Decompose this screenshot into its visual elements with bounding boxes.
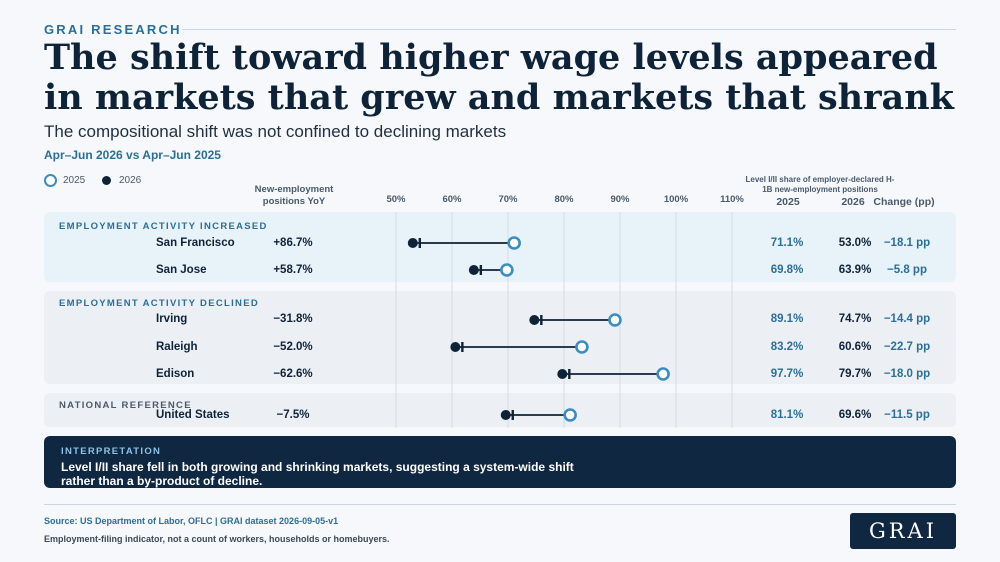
legend-2026-label: 2026 (119, 174, 142, 186)
row-value-2026: 74.7% (838, 313, 872, 325)
interpretation-text: Level I/II share fell in both growing an… (61, 460, 574, 488)
row-change: −18.0 pp (883, 368, 931, 380)
row-city: Irving (156, 313, 188, 325)
section-label-increased: EMPLOYMENT ACTIVITY INCREASED (59, 221, 268, 232)
row-value-2025: 89.1% (770, 313, 804, 325)
row-yoy: +86.7% (273, 237, 313, 249)
row-yoy: −31.8% (273, 313, 313, 325)
source-note: Source: US Department of Labor, OFLC | G… (44, 516, 339, 526)
row-yoy: −62.6% (273, 368, 313, 380)
x-tick-label: 60% (442, 194, 462, 205)
row-value-2025: 83.2% (770, 341, 804, 353)
eyebrow-label: GRAI RESEARCH (44, 22, 182, 37)
x-tick-label: 50% (386, 194, 406, 205)
footer-divider (44, 504, 956, 505)
x-tick-label: 70% (498, 194, 518, 205)
legend-2025-label: 2025 (63, 174, 86, 186)
row-change: −5.8 pp (887, 264, 927, 276)
row-value-2025: 71.1% (770, 237, 804, 249)
column-header-share-group: Level I/II share of employer-declared H-… (745, 175, 895, 194)
interpretation-label: INTERPRETATION (61, 446, 162, 457)
row-city: San Jose (156, 264, 207, 276)
column-header-yoy: New-employment positions YoY (254, 184, 334, 207)
x-tick-label: 90% (610, 194, 630, 205)
section-label-national: NATIONAL REFERENCE (59, 400, 192, 411)
column-header-2026: 2026 (841, 196, 865, 208)
row-city: Edison (156, 368, 195, 380)
row-change: −22.7 pp (883, 341, 931, 353)
row-change: −18.1 pp (883, 237, 931, 249)
row-value-2026: 53.0% (838, 237, 872, 249)
section-panel-national (44, 393, 956, 427)
row-yoy: +58.7% (273, 264, 313, 276)
eyebrow-divider (182, 29, 956, 30)
interpretation-box (44, 436, 956, 488)
disclaimer-note: Employment-filing indicator, not a count… (44, 534, 390, 544)
legend-2025: 2025 (44, 172, 85, 188)
open-circle-icon (44, 173, 57, 187)
grai-logo: GRAI (850, 513, 956, 549)
row-change: −14.4 pp (883, 313, 931, 325)
column-header-2025: 2025 (776, 196, 800, 208)
period-label: Apr–Jun 2026 vs Apr–Jun 2025 (44, 148, 221, 162)
x-tick-label: 100% (663, 194, 689, 205)
row-value-2025: 97.7% (770, 368, 804, 380)
row-value-2025: 69.8% (770, 264, 804, 276)
section-label-declined: EMPLOYMENT ACTIVITY DECLINED (59, 298, 260, 309)
row-city: United States (156, 409, 230, 421)
row-value-2026: 63.9% (838, 264, 872, 276)
row-yoy: −7.5% (276, 409, 310, 421)
row-value-2026: 79.7% (838, 368, 872, 380)
filled-circle-icon (102, 175, 111, 185)
page-title: The shift toward higher wage levels appe… (44, 37, 954, 118)
row-value-2026: 69.6% (838, 409, 872, 421)
section-panel-declined (44, 291, 956, 384)
x-tick-label: 110% (720, 194, 744, 205)
x-tick-label: 80% (554, 194, 574, 205)
row-value-2026: 60.6% (838, 341, 872, 353)
row-city: Raleigh (156, 341, 198, 353)
row-yoy: −52.0% (273, 341, 313, 353)
row-value-2025: 81.1% (770, 409, 804, 421)
row-change: −11.5 pp (884, 409, 930, 421)
row-city: San Francisco (156, 237, 235, 249)
legend-2026: 2026 (102, 172, 141, 188)
column-header-change: Change (pp) (873, 196, 935, 208)
page-subtitle: The compositional shift was not confined… (44, 122, 507, 141)
